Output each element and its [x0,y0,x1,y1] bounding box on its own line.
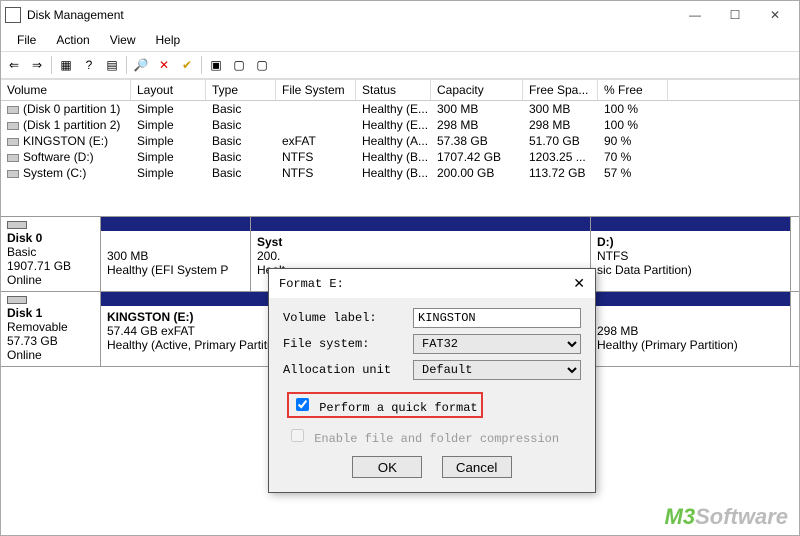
allocation-unit-label: Allocation unit [283,363,413,377]
titlebar: Disk Management — ☐ ✕ [1,1,799,29]
cancel-button[interactable]: Cancel [442,456,512,478]
volume-label-input[interactable] [413,308,581,328]
cell: 57.38 GB [431,133,523,149]
cell [276,101,356,117]
extra2-button[interactable]: ▢ [251,54,273,76]
cell: 300 MB [431,101,523,117]
column-header-pctfree[interactable]: % Free [598,80,668,100]
volume-row[interactable]: (Disk 1 partition 2)SimpleBasic Healthy (… [1,117,799,133]
show-hide-button[interactable]: ▦ [55,54,77,76]
properties-button[interactable]: ▤ [101,54,123,76]
disk-info: Disk 0Basic1907.71 GBOnline [1,217,101,291]
volume-label-label: Volume label: [283,311,413,325]
quick-format-checkbox[interactable] [296,398,309,411]
cell: 57 % [598,165,668,181]
settings-button[interactable]: ✔ [176,54,198,76]
column-header-type[interactable]: Type [206,80,276,100]
partition-panel[interactable]: 300 MBHealthy (EFI System P [101,217,251,291]
cell: 51.70 GB [523,133,598,149]
cell: Healthy (B... [356,149,431,165]
cell: 100 % [598,101,668,117]
app-icon [5,7,21,23]
menu-file[interactable]: File [7,31,46,49]
cell: Healthy (A... [356,133,431,149]
cell: Healthy (B... [356,165,431,181]
new-button[interactable]: ▣ [205,54,227,76]
allocation-unit-select[interactable]: Default [413,360,581,380]
minimize-button[interactable]: — [675,3,715,27]
cell: Simple [131,117,206,133]
delete-button[interactable]: ✕ [153,54,175,76]
cell: NTFS [276,149,356,165]
cell: Basic [206,149,276,165]
volume-row[interactable]: KINGSTON (E:)SimpleBasicexFATHealthy (A.… [1,133,799,149]
compression-checkbox [291,429,304,442]
extra1-button[interactable]: ▢ [228,54,250,76]
compression-label: Enable file and folder compression [314,432,559,446]
cell: 90 % [598,133,668,149]
cell: 200.00 GB [431,165,523,181]
cell: Healthy (E... [356,117,431,133]
cell: Basic [206,101,276,117]
cell: Simple [131,101,206,117]
dialog-close-icon[interactable]: ✕ [573,275,585,292]
cell: 70 % [598,149,668,165]
back-button[interactable]: ⇐ [3,54,25,76]
list-header: VolumeLayoutTypeFile SystemStatusCapacit… [1,80,799,101]
watermark: M3Software [665,504,788,530]
cell: NTFS [276,165,356,181]
cell: (Disk 1 partition 2) [1,117,131,133]
column-header-volume[interactable]: Volume [1,80,131,100]
cell: (Disk 0 partition 1) [1,101,131,117]
refresh-button[interactable]: 🔎 [130,54,152,76]
column-header-capacity[interactable]: Capacity [431,80,523,100]
file-system-label: File system: [283,337,413,351]
volume-row[interactable]: Software (D:)SimpleBasicNTFSHealthy (B..… [1,149,799,165]
volume-row[interactable]: (Disk 0 partition 1)SimpleBasic Healthy (… [1,101,799,117]
cell: Software (D:) [1,149,131,165]
column-header-layout[interactable]: Layout [131,80,206,100]
forward-button[interactable]: ⇒ [26,54,48,76]
menubar: File Action View Help [1,29,799,51]
cell: Simple [131,149,206,165]
cell: Simple [131,165,206,181]
column-header-freespace[interactable]: Free Spa... [523,80,598,100]
cell: Simple [131,133,206,149]
cell: KINGSTON (E:) [1,133,131,149]
partition-panel[interactable]: D:)NTFSsic Data Partition) [591,217,791,291]
file-system-select[interactable]: FAT32 [413,334,581,354]
cell: Healthy (E... [356,101,431,117]
cell: Basic [206,133,276,149]
cell: 113.72 GB [523,165,598,181]
help-button[interactable]: ? [78,54,100,76]
cell: 300 MB [523,101,598,117]
cell: Basic [206,165,276,181]
close-button[interactable]: ✕ [755,3,795,27]
cell: 298 MB [431,117,523,133]
volume-row[interactable]: System (C:)SimpleBasicNTFSHealthy (B...2… [1,165,799,181]
menu-help[interactable]: Help [146,31,191,49]
format-dialog: Format E: ✕ Volume label: File system: F… [268,268,596,493]
cell: 1203.25 ... [523,149,598,165]
ok-button[interactable]: OK [352,456,422,478]
cell: System (C:) [1,165,131,181]
toolbar: ⇐ ⇒ ▦ ? ▤ 🔎 ✕ ✔ ▣ ▢ ▢ [1,51,799,79]
window-title: Disk Management [27,8,675,22]
partition-panel[interactable]: 298 MBHealthy (Primary Partition) [591,292,791,366]
cell: 298 MB [523,117,598,133]
volume-list: VolumeLayoutTypeFile SystemStatusCapacit… [1,79,799,181]
cell [276,117,356,133]
column-header-status[interactable]: Status [356,80,431,100]
cell: 100 % [598,117,668,133]
column-header-filesystem[interactable]: File System [276,80,356,100]
quick-format-label: Perform a quick format [319,401,477,415]
cell: exFAT [276,133,356,149]
maximize-button[interactable]: ☐ [715,3,755,27]
menu-view[interactable]: View [100,31,146,49]
menu-action[interactable]: Action [46,31,99,49]
cell: Basic [206,117,276,133]
dialog-title: Format E: [279,277,344,291]
cell: 1707.42 GB [431,149,523,165]
disk-info: Disk 1Removable57.73 GBOnline [1,292,101,366]
